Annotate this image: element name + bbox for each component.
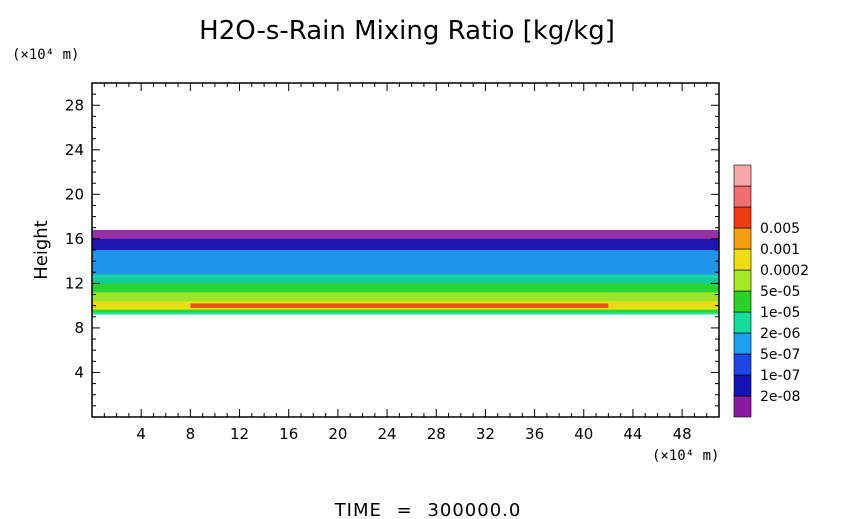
legend-level-label: 0.0002	[760, 263, 809, 279]
x-tick-label: 12	[230, 425, 249, 443]
time-separator: =	[397, 500, 413, 519]
legend-swatch	[733, 269, 752, 292]
x-tick-label: 24	[378, 425, 397, 443]
y-tick-label: 20	[65, 185, 84, 203]
legend-swatch	[733, 395, 752, 418]
legend-level-label: 0.005	[760, 221, 800, 237]
legend-level-label: 1e-07	[760, 368, 800, 384]
legend-level-label: 0.001	[760, 242, 800, 258]
time-value: 300000.0	[427, 500, 521, 519]
x-tick-label: 20	[328, 425, 347, 443]
legend-swatch	[733, 332, 752, 355]
legend-swatch	[733, 374, 752, 397]
legend-level-label: 5e-07	[760, 347, 800, 363]
legend-swatch	[733, 164, 752, 187]
x-axis-unit: (×10⁴ m)	[652, 448, 719, 464]
contour-layer-7	[190, 303, 609, 308]
y-axis-label: Height	[31, 220, 52, 280]
legend-swatch	[733, 311, 752, 334]
chart-title: H2O-s-Rain Mixing Ratio [kg/kg]	[199, 16, 615, 46]
x-tick-label: 8	[186, 425, 196, 443]
legend-level-label: 2e-08	[760, 389, 800, 405]
y-axis-unit: (×10⁴ m)	[12, 47, 79, 63]
y-axis-ticks: 4 8 12 16 20 24 28	[65, 93, 719, 407]
x-axis-ticks: 4 8 12 16 20 24 28 32 36 40 44 48	[103, 83, 708, 443]
legend-swatch	[733, 248, 752, 271]
x-tick-label: 16	[279, 425, 298, 443]
y-tick-label: 8	[74, 319, 84, 337]
contour-field	[92, 229, 719, 315]
legend-swatch	[733, 290, 752, 313]
x-tick-label: 36	[525, 425, 544, 443]
legend-swatch	[733, 206, 752, 229]
legend-level-label: 5e-05	[760, 284, 800, 300]
x-tick-label: 32	[476, 425, 495, 443]
y-tick-label: 28	[65, 96, 84, 114]
x-tick-label: 40	[574, 425, 593, 443]
y-tick-label: 4	[74, 363, 84, 381]
legend-level-label: 2e-06	[760, 326, 800, 342]
legend-swatch	[733, 185, 752, 208]
time-label: TIME	[334, 500, 382, 519]
y-tick-label: 24	[65, 141, 84, 159]
legend-swatch	[733, 353, 752, 376]
legend-level-label: 1e-05	[760, 305, 800, 321]
x-tick-label: 44	[623, 425, 642, 443]
contour-layer-2	[92, 250, 719, 278]
legend-swatch	[733, 227, 752, 250]
x-tick-label: 4	[136, 425, 146, 443]
time-footer: TIME = 300000.0	[334, 500, 522, 519]
y-tick-label: 16	[65, 230, 84, 248]
y-tick-label: 12	[65, 274, 84, 292]
color-legend: 2e-08 1e-07 5e-07 2e-06 1e-05 5e-05 0.0002 0.00…	[733, 164, 809, 418]
x-tick-label: 28	[427, 425, 446, 443]
x-tick-label: 48	[673, 425, 692, 443]
